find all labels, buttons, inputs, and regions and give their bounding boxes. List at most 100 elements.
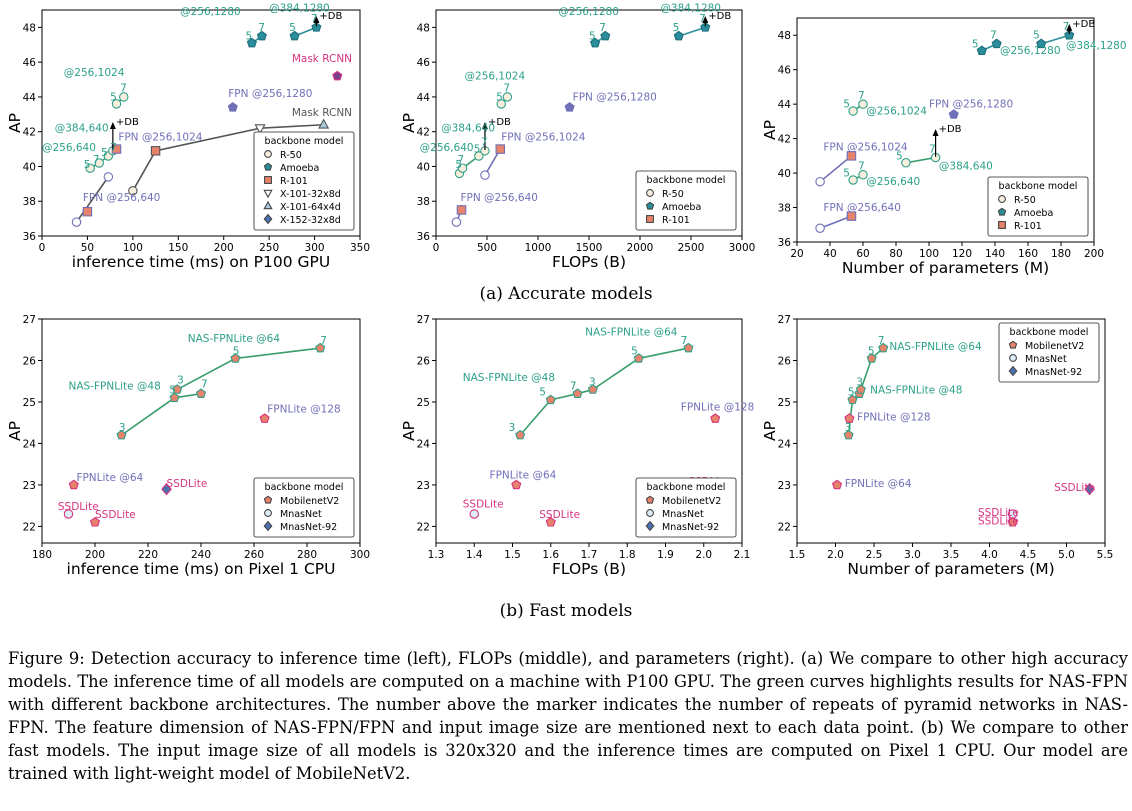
y-tick-label: 46 [778, 65, 792, 77]
series-point [848, 175, 858, 185]
x-tick-label: 2000 [627, 242, 654, 254]
point-annotation: SSDLite [167, 478, 208, 490]
y-tick-label: 22 [778, 521, 791, 533]
point-annotation: @384,640 [55, 123, 109, 135]
x-tick-label: 200 [85, 549, 105, 561]
legend-marker [646, 189, 654, 197]
data-point [844, 413, 855, 423]
y-tick-label: 26 [778, 355, 792, 367]
point-annotation: @256,640 [420, 142, 474, 154]
series-point [195, 388, 207, 398]
x-tick-label: 1.5 [504, 549, 521, 561]
x-tick-label: 3.0 [904, 549, 921, 561]
x-tick-label: 250 [259, 242, 279, 254]
point-annotation: 5 [848, 387, 855, 399]
point-annotation: Mask RCNN [292, 53, 352, 65]
legend-marker [263, 495, 273, 504]
series-point [878, 342, 889, 353]
legend-title: backbone model [647, 175, 726, 186]
x-tick-label: 500 [477, 242, 497, 254]
db-arrow-label: +DB [939, 124, 962, 135]
series-point [94, 158, 104, 168]
db-arrow-label: +DB [488, 117, 511, 128]
y-tick-label: 46 [417, 57, 431, 69]
x-tick-label: 2500 [678, 242, 705, 254]
x-tick-label: 40 [823, 248, 836, 260]
legend-box [253, 477, 355, 538]
series-point [633, 353, 644, 363]
point-annotation: FPNLite @64 [845, 478, 912, 490]
legend-marker [263, 213, 273, 225]
point-annotation: @256,640 [42, 142, 96, 154]
plot-area [831, 342, 1095, 527]
series-line [132, 123, 324, 192]
series-line [519, 347, 689, 436]
chart-accurate-parameters: 20 40 60 80 100 120 140 160 180 200 36 38 40 42 44 46 48… [761, 17, 1127, 277]
legend-marker [264, 150, 272, 158]
point-annotation: 3 [177, 374, 184, 386]
series-point [103, 172, 114, 182]
x-tick-label: 150 [168, 242, 188, 254]
point-annotation: NAS-FPNLite @48 [69, 381, 161, 393]
series-line [905, 156, 936, 164]
series-line [819, 215, 852, 229]
legend-marker [263, 162, 273, 171]
x-tick-label: 1000 [525, 242, 552, 254]
point-annotation: FPNLite @64 [490, 470, 557, 482]
legend-entry-label: MnasNet-92 [280, 522, 337, 533]
series-point [311, 22, 322, 32]
plot-area [71, 22, 343, 227]
point-annotation: 5 [972, 38, 979, 50]
point-annotation: 5 [1033, 30, 1040, 42]
db-arrow-head [702, 15, 709, 23]
series-point [866, 353, 877, 363]
point-annotation: 3 [856, 376, 863, 388]
series-point [111, 99, 122, 109]
y-tick-label: 46 [23, 57, 37, 69]
y-tick-label: 23 [417, 480, 430, 492]
y-tick-label: 36 [23, 231, 37, 243]
point-annotation: 7 [481, 137, 488, 149]
x-tick-label: 2.1 [734, 549, 751, 561]
x-tick-label: 5.0 [1058, 549, 1075, 561]
y-tick-label: 36 [417, 231, 431, 243]
x-axis-label: FLOPs (B) [552, 253, 626, 271]
x-tick-label: 1.9 [657, 549, 674, 561]
legend-entry-label: MobilenetV2 [280, 496, 339, 507]
series-point [587, 384, 598, 394]
x-tick-label: 220 [138, 549, 158, 561]
series-point [855, 384, 866, 394]
legend-marker [1008, 340, 1018, 349]
y-tick-label: 48 [23, 22, 36, 34]
x-tick-label: 3.5 [943, 549, 960, 561]
legend-marker [998, 221, 1006, 229]
series-point [315, 342, 326, 353]
legend-entry-label: R-50 [662, 189, 684, 200]
point-annotation: 5 [868, 345, 875, 357]
db-arrow-head [932, 129, 939, 136]
series-point [256, 30, 267, 41]
x-tick-label: 180 [32, 549, 52, 561]
y-axis-label: AP [6, 421, 24, 441]
point-annotation: 7 [120, 83, 127, 95]
db-arrow-label: +DB [319, 11, 342, 22]
point-annotation: 7 [258, 22, 265, 34]
legend-entry-label: X-101-32x8d [280, 189, 341, 200]
y-tick-label: 24 [778, 438, 792, 450]
series-point [976, 45, 987, 56]
point-annotation: 3 [509, 422, 516, 434]
point-annotation: SSDLite [978, 515, 1019, 527]
x-tick-label: 1.6 [542, 549, 559, 561]
y-axis-label: AP [400, 421, 418, 441]
y-tick-label: 27 [23, 314, 36, 326]
series-point [85, 163, 95, 173]
point-annotation: 7 [320, 335, 327, 347]
point-annotation: 7 [570, 381, 577, 393]
y-tick-label: 44 [778, 99, 792, 111]
x-tick-label: 100 [123, 242, 143, 254]
x-tick-label: 80 [889, 248, 902, 260]
series-point [843, 429, 854, 440]
x-axis-label: Number of parameters (M) [847, 560, 1054, 578]
x-tick-label: 1.8 [619, 549, 636, 561]
point-annotation: 7 [599, 22, 606, 34]
